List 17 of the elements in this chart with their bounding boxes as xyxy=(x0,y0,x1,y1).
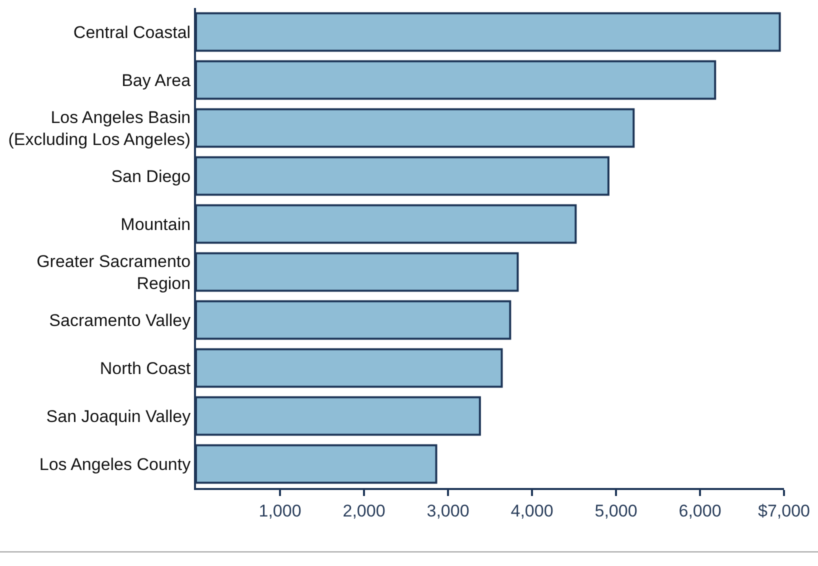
x-tick-label: 1,000 xyxy=(258,501,302,520)
y-tick-label: Sacramento Valley xyxy=(49,310,192,330)
x-tick-label: 3,000 xyxy=(426,501,470,520)
y-tick-label: Los Angeles Basin (Excluding Los Angeles) xyxy=(8,108,191,149)
y-tick-label: Los Angeles County xyxy=(39,454,192,474)
y-tick-label: Central Coastal xyxy=(73,22,191,42)
y-tick-label: San Joaquin Valley xyxy=(46,406,192,426)
x-tick-label: 2,000 xyxy=(342,501,386,520)
x-tick-label: $7,000 xyxy=(758,501,810,520)
y-tick-label: Greater Sacramento Region xyxy=(36,252,191,293)
y-tick-label: Bay Area xyxy=(122,70,192,90)
x-tick-label: 5,000 xyxy=(594,501,638,520)
x-tick-label: 4,000 xyxy=(510,501,554,520)
y-tick-label: San Diego xyxy=(111,166,191,186)
y-tick-label: North Coast xyxy=(100,358,191,378)
y-tick-label: Mountain xyxy=(120,214,191,234)
x-tick-label: 6,000 xyxy=(678,501,722,520)
